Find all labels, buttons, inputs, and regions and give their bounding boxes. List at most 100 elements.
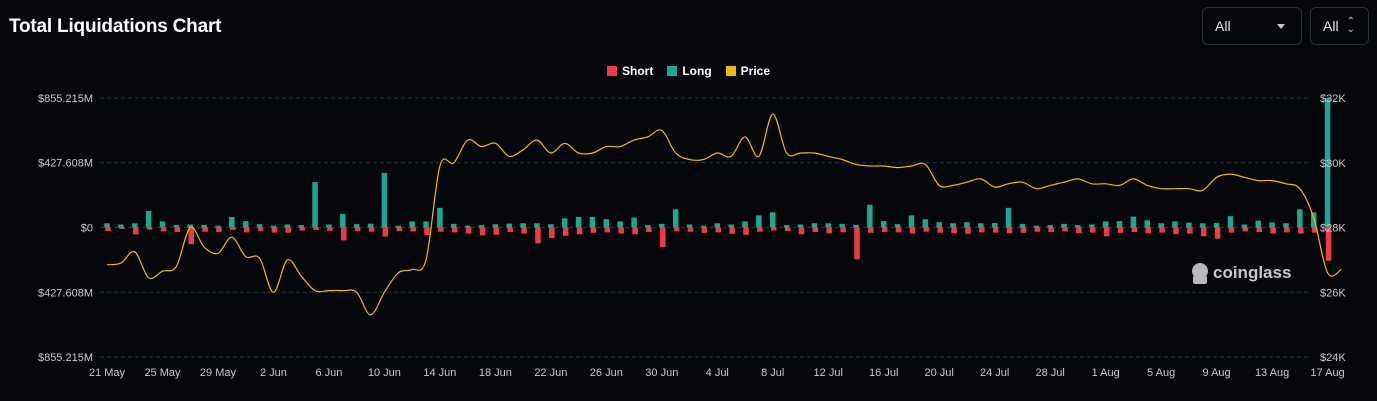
long-bar[interactable] <box>492 224 499 228</box>
legend-item-short[interactable]: Short <box>606 64 653 78</box>
short-bar[interactable] <box>1131 227 1138 233</box>
short-bar[interactable] <box>1173 227 1179 235</box>
long-bar[interactable] <box>936 222 942 228</box>
short-bar[interactable] <box>826 227 832 234</box>
long-bar[interactable] <box>1186 222 1192 228</box>
short-bar[interactable] <box>132 227 139 235</box>
long-bar[interactable] <box>1075 225 1081 228</box>
long-bar[interactable] <box>395 225 402 228</box>
short-bar[interactable] <box>1311 227 1318 233</box>
short-bar[interactable] <box>909 227 916 234</box>
short-bar[interactable] <box>1298 227 1304 234</box>
short-bar[interactable] <box>757 227 763 232</box>
long-bar[interactable] <box>1227 216 1234 228</box>
long-bar[interactable] <box>215 225 221 228</box>
short-bar[interactable] <box>1034 227 1041 232</box>
long-bar[interactable] <box>201 224 207 228</box>
short-bar[interactable] <box>202 227 208 232</box>
short-bar[interactable] <box>798 227 805 235</box>
short-bar[interactable] <box>604 227 611 233</box>
long-bar[interactable] <box>270 225 277 228</box>
long-bar[interactable] <box>256 224 263 228</box>
short-bar[interactable] <box>396 227 403 232</box>
long-bar[interactable] <box>1089 224 1095 228</box>
long-bar[interactable] <box>548 224 554 228</box>
short-bar[interactable] <box>257 227 264 231</box>
long-bar[interactable] <box>880 221 887 228</box>
long-bar[interactable] <box>312 182 318 228</box>
short-bar[interactable] <box>1103 227 1110 237</box>
short-bar[interactable] <box>1284 227 1290 233</box>
long-bar[interactable] <box>1241 224 1248 228</box>
long-bar[interactable] <box>1172 221 1178 228</box>
long-bar[interactable] <box>728 224 734 228</box>
long-bar[interactable] <box>478 225 485 228</box>
short-bar[interactable] <box>465 227 472 234</box>
short-bar[interactable] <box>119 227 125 230</box>
long-bar[interactable] <box>672 209 679 228</box>
long-bar[interactable] <box>340 213 346 228</box>
long-bar[interactable] <box>1310 212 1317 228</box>
long-bar[interactable] <box>1213 222 1220 228</box>
long-bar[interactable] <box>1158 223 1164 228</box>
short-bar[interactable] <box>673 227 680 232</box>
long-bar[interactable] <box>353 224 360 228</box>
short-bar[interactable] <box>895 227 902 233</box>
long-bar[interactable] <box>451 223 457 228</box>
short-bar[interactable] <box>1187 227 1193 234</box>
long-bar[interactable] <box>173 225 180 228</box>
long-bar[interactable] <box>894 224 901 228</box>
short-bar[interactable] <box>535 227 541 244</box>
short-bar[interactable] <box>1048 227 1054 233</box>
long-bar[interactable] <box>423 221 429 228</box>
short-bar[interactable] <box>493 227 500 235</box>
price-line[interactable] <box>106 113 1342 316</box>
short-bar[interactable] <box>105 227 111 232</box>
short-bar[interactable] <box>1145 227 1152 234</box>
long-bar[interactable] <box>1144 220 1151 228</box>
long-bar[interactable] <box>118 224 124 228</box>
long-bar[interactable] <box>326 224 332 228</box>
long-bar[interactable] <box>464 225 471 228</box>
long-bar[interactable] <box>284 224 291 228</box>
long-bar[interactable] <box>714 223 721 228</box>
long-bar[interactable] <box>631 217 637 228</box>
long-bar[interactable] <box>589 216 596 228</box>
short-bar[interactable] <box>382 227 389 237</box>
long-bar[interactable] <box>756 215 762 228</box>
short-bar[interactable] <box>230 227 236 230</box>
short-bar[interactable] <box>146 227 153 230</box>
short-bar[interactable] <box>979 227 985 233</box>
short-bar[interactable] <box>632 227 638 235</box>
long-bar[interactable] <box>1019 223 1026 228</box>
short-bar[interactable] <box>216 227 222 233</box>
long-bar[interactable] <box>617 221 623 228</box>
long-bar[interactable] <box>1116 221 1123 228</box>
short-bar[interactable] <box>1159 227 1165 233</box>
long-bar[interactable] <box>367 223 374 228</box>
short-bar[interactable] <box>285 227 292 233</box>
long-bar[interactable] <box>575 216 582 228</box>
short-bar[interactable] <box>868 227 874 233</box>
short-bar[interactable] <box>1242 227 1249 232</box>
long-bar[interactable] <box>797 224 804 228</box>
long-bar[interactable] <box>1033 225 1040 228</box>
short-bar[interactable] <box>1256 227 1262 233</box>
long-bar[interactable] <box>187 224 193 228</box>
long-bar[interactable] <box>520 223 526 228</box>
long-bar[interactable] <box>659 223 665 228</box>
short-bar[interactable] <box>1090 227 1096 233</box>
unit-select[interactable]: All ⌃ ⌄ <box>1310 7 1369 45</box>
short-bar[interactable] <box>452 227 458 233</box>
long-bar[interactable] <box>561 218 568 228</box>
long-bar[interactable] <box>1297 209 1303 228</box>
short-bar[interactable] <box>881 227 888 233</box>
short-bar[interactable] <box>992 227 999 233</box>
long-bar[interactable] <box>104 223 110 228</box>
long-bar[interactable] <box>159 221 166 228</box>
short-bar[interactable] <box>687 227 694 232</box>
short-bar[interactable] <box>1214 227 1221 239</box>
short-bar[interactable] <box>313 227 319 230</box>
long-bar[interactable] <box>1047 225 1053 228</box>
